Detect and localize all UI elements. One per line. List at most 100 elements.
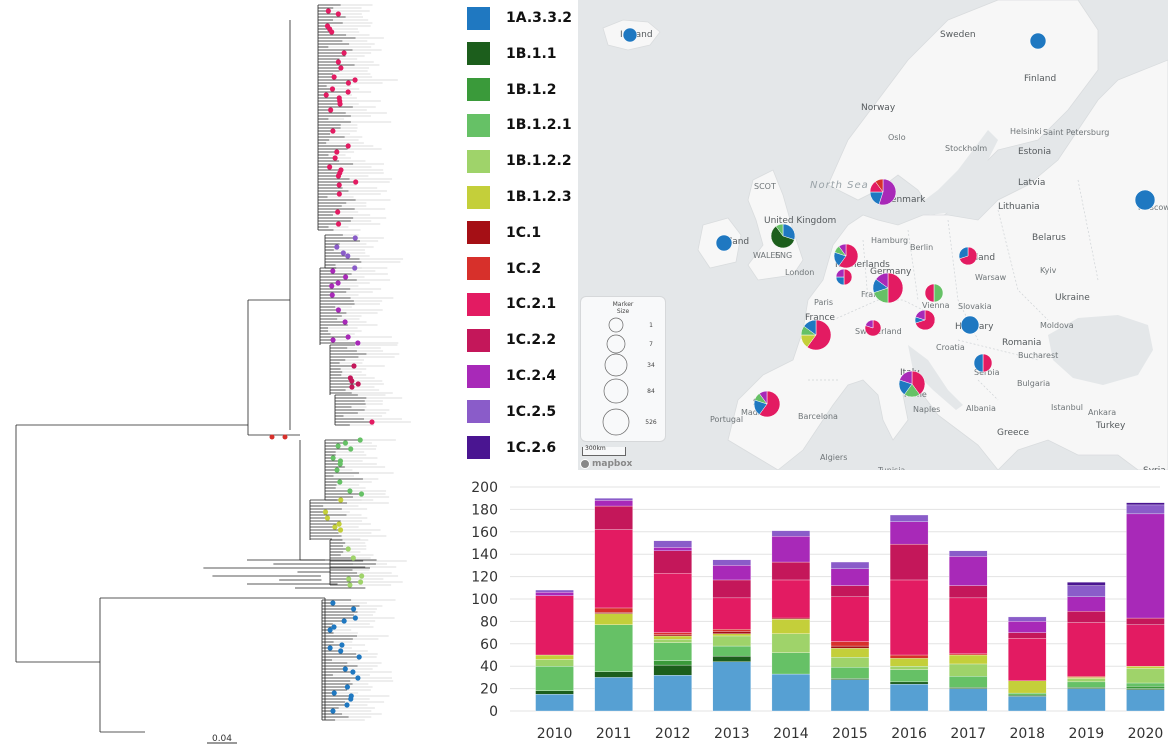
pie-marker[interactable] [800,319,832,351]
bar-segment [771,536,811,563]
tree-tip-marker [345,89,351,95]
tree-tip-marker [342,274,349,280]
pie-marker[interactable] [622,27,638,43]
bar-stack [1067,582,1106,712]
tree-tip-marker [330,708,336,714]
x-tick-label: 2012 [655,726,691,742]
bar-segment [594,677,633,712]
tree-tip-marker [341,50,347,56]
mapbox-attribution: mapbox [592,459,633,469]
tree-tip-marker [355,381,361,387]
pie-slice [715,234,733,252]
legend-swatch [467,328,490,352]
bar-segment [1008,638,1047,681]
tree-tip-marker [335,280,341,286]
pie-marker[interactable] [864,319,882,337]
clade-legend: 1A.3.3.2 1B.1.1 1B.1.2 1B.1.2.1 1B.1.2.2 1B.1… [460,0,578,470]
tree-tip-marker [350,606,357,612]
bar-segment [949,597,988,655]
bar-segment [1126,682,1165,687]
x-tick-label: 2018 [1009,726,1045,742]
europe-map[interactable]: IcelandSwedenFinlandNorwayOsloStockholmH… [578,0,1168,470]
legend-label: 1C.2 [506,260,542,277]
bar-segment [949,687,988,689]
map-label-north-sea: North Sea [810,180,869,191]
pie-marker[interactable] [898,370,926,398]
x-tick-label: 2016 [891,726,927,742]
map-label-tunisia: Tunisia [878,466,905,470]
map-label-ireland: Ireland [718,237,750,247]
bar-segment [594,613,633,625]
chart-bars [535,498,1165,712]
pie-marker[interactable] [872,272,904,304]
pie-marker[interactable] [869,178,897,206]
pie-marker[interactable] [958,246,978,266]
map-label-istanbul: Istanbul [1051,403,1084,412]
map-label-uk: United Kingdom [764,216,837,226]
bar-segment [535,690,574,695]
tree-tip-marker [357,437,363,443]
bar-segment [1126,668,1165,684]
tree-tip-marker [335,221,342,227]
pie-marker[interactable] [833,243,859,269]
tree-tips [269,8,375,714]
tree-tip-marker [345,253,351,259]
tree-tip-marker [344,702,350,708]
pie-slice [875,178,884,193]
bar-segment [653,573,692,633]
tree-tip-marker [327,627,333,633]
pie-marker[interactable] [1029,32,1047,50]
pie-slice [958,246,969,260]
pie-marker[interactable] [753,390,781,418]
bar-segment [1067,611,1106,623]
pie-marker[interactable] [924,283,944,303]
bar-segment [712,645,751,657]
bar-segment [889,654,929,659]
bar-segment [1126,686,1165,689]
landmass-scandinavia [827,0,1099,221]
marker-legend-title: Marker [613,301,634,308]
bar-segment [653,540,692,548]
pie-marker[interactable] [973,353,993,373]
bar-segment [1126,504,1165,515]
bar-segment [712,655,751,662]
pie-marker[interactable] [715,234,733,252]
legend-item: 1C.2 [467,257,542,281]
tree-tip-marker [329,29,335,35]
bar-segment [830,568,870,586]
pie-marker[interactable] [914,309,936,331]
pie-marker[interactable] [770,223,796,249]
legend-item: 1C.1 [467,221,541,245]
tree-tip-marker [332,155,338,161]
pie-marker[interactable] [835,268,853,286]
pie-marker[interactable] [960,315,980,335]
bar-segment [1008,680,1047,694]
bar-segment [889,683,929,712]
bar-segment [830,645,870,649]
bar-segment [535,666,574,691]
x-tick-label: 2014 [773,726,809,742]
bar-segment [535,589,574,593]
pie-slice [899,370,913,385]
tree-tip-marker [342,319,348,325]
marker-size-circle [608,317,624,333]
legend-label: 1C.2.4 [506,368,557,384]
tree-tip-marker [337,461,343,467]
bar-segment [594,498,633,501]
legend-item: 1B.1.2.1 [467,113,572,137]
bar-segment [1008,695,1047,697]
tree-branches [15,4,411,733]
bar-segment [653,675,692,712]
legend-label: 1B.1.2.1 [506,117,572,134]
tree-tip-marker [330,268,336,274]
tree-tip-marker [327,164,333,170]
bar-segment [889,669,929,683]
pie-marker[interactable] [1134,189,1156,211]
tree-tip-marker [338,648,344,654]
bar-stack [889,514,929,712]
mapbox-logo[interactable]: mapbox [580,459,632,469]
bar-segment [771,673,811,712]
legend-item: 1C.2.6 [467,436,556,460]
legend-label: 1B.1.1 [506,45,557,62]
bar-segment [535,592,574,596]
